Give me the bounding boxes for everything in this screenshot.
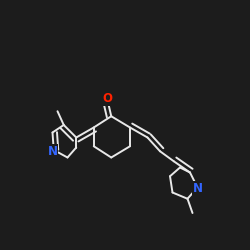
Text: N: N [48,145,58,158]
Text: O: O [102,92,113,105]
Text: N: N [192,182,202,195]
